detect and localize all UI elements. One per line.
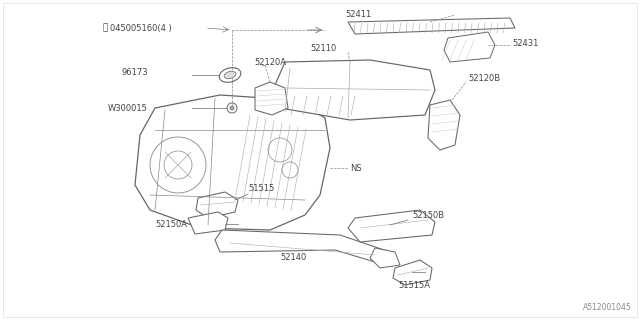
Text: 52120A: 52120A — [254, 58, 286, 67]
Polygon shape — [348, 18, 515, 34]
Polygon shape — [348, 210, 435, 242]
Text: NS: NS — [350, 164, 362, 172]
Text: 52110: 52110 — [310, 44, 336, 52]
Text: 51515A: 51515A — [398, 281, 430, 290]
Polygon shape — [135, 95, 330, 230]
Text: 52431: 52431 — [512, 38, 538, 47]
Circle shape — [230, 106, 234, 110]
Text: Ⓢ: Ⓢ — [102, 23, 108, 33]
Ellipse shape — [224, 71, 236, 79]
Polygon shape — [255, 82, 288, 115]
Polygon shape — [275, 60, 435, 120]
Polygon shape — [370, 248, 400, 268]
Text: 52140: 52140 — [280, 253, 307, 262]
Text: 96173: 96173 — [122, 68, 148, 76]
Polygon shape — [188, 212, 228, 234]
Polygon shape — [215, 230, 390, 265]
Text: 52411: 52411 — [345, 10, 371, 19]
Text: 52150A: 52150A — [155, 220, 187, 228]
Text: 045005160(4 ): 045005160(4 ) — [110, 23, 172, 33]
Text: 52150B: 52150B — [412, 211, 444, 220]
Polygon shape — [393, 260, 432, 285]
Polygon shape — [444, 32, 495, 62]
Text: A512001045: A512001045 — [583, 303, 632, 312]
Text: 52120B: 52120B — [468, 74, 500, 83]
Text: 51515: 51515 — [248, 183, 275, 193]
Polygon shape — [196, 192, 238, 218]
Polygon shape — [428, 100, 460, 150]
Text: W300015: W300015 — [108, 103, 148, 113]
